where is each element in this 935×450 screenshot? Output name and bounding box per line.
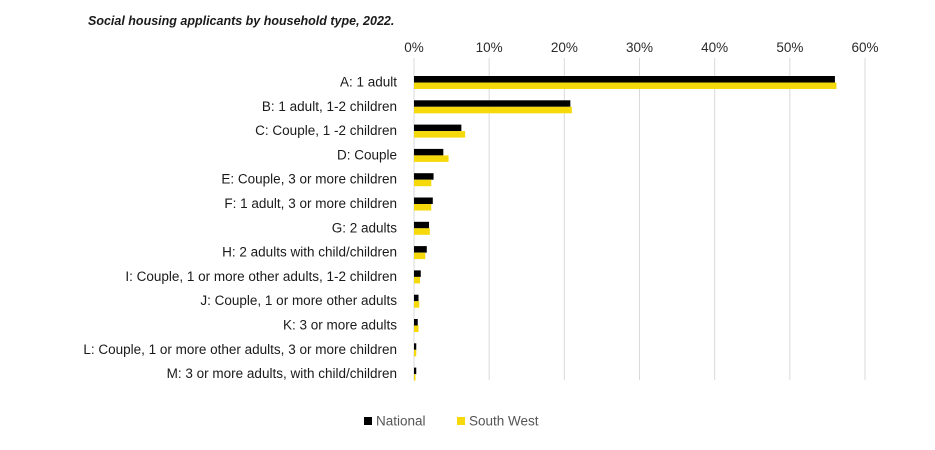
category-label: E: Couple, 3 or more children bbox=[221, 172, 397, 187]
category-labels: A: 1 adult B: 1 adult, 1-2 children C: Cou… bbox=[83, 75, 397, 382]
x-tick-label: 30% bbox=[626, 40, 653, 55]
x-tick-label: 40% bbox=[701, 40, 728, 55]
legend-label-national: National bbox=[376, 414, 426, 429]
bar-national bbox=[414, 124, 462, 132]
legend-swatch-south-west bbox=[457, 417, 465, 425]
bar-national bbox=[414, 343, 417, 350]
bar-south-west bbox=[414, 374, 416, 381]
x-tick-label: 20% bbox=[551, 40, 578, 55]
category-label: C: Couple, 1 -2 children bbox=[255, 123, 397, 138]
bar-national bbox=[414, 197, 433, 204]
legend-swatch-national bbox=[364, 417, 372, 425]
bar-national bbox=[414, 148, 444, 156]
bar-national bbox=[414, 270, 421, 277]
legend: National South West bbox=[364, 414, 539, 429]
bar-national bbox=[414, 367, 417, 375]
category-label: F: 1 adult, 3 or more children bbox=[224, 196, 397, 211]
x-tick-label: 50% bbox=[776, 40, 803, 55]
legend-label-south-west: South West bbox=[469, 414, 539, 429]
category-label: H: 2 adults with child/children bbox=[222, 245, 397, 260]
x-tick-label: 60% bbox=[851, 40, 878, 55]
bar-south-west bbox=[414, 301, 420, 308]
category-label: G: 2 adults bbox=[332, 220, 398, 235]
bar-national bbox=[414, 173, 434, 180]
x-axis-ticks: 0% 10% 20% 30% 40% 50% 60% bbox=[404, 40, 878, 55]
chart-title: Social housing applicants by household t… bbox=[88, 14, 394, 28]
bar-south-west bbox=[414, 155, 449, 162]
x-tick-label: 10% bbox=[476, 40, 503, 55]
bar-national bbox=[414, 221, 430, 229]
category-label: B: 1 adult, 1-2 children bbox=[262, 99, 397, 114]
bar-national bbox=[414, 294, 419, 302]
bar-national bbox=[414, 76, 835, 83]
category-label: L: Couple, 1 or more other adults, 3 or … bbox=[83, 342, 397, 357]
x-tick-label: 0% bbox=[404, 40, 424, 55]
bar-south-west bbox=[414, 325, 419, 332]
bar-national bbox=[414, 319, 418, 326]
bar-south-west bbox=[414, 252, 426, 260]
bar-national bbox=[414, 100, 571, 107]
category-label: J: Couple, 1 or more other adults bbox=[200, 293, 397, 308]
bar-south-west bbox=[414, 204, 432, 211]
bar-national bbox=[414, 246, 427, 253]
category-label: D: Couple bbox=[337, 147, 397, 162]
category-label: A: 1 adult bbox=[340, 75, 397, 90]
category-label: K: 3 or more adults bbox=[283, 318, 397, 333]
bar-south-west bbox=[414, 228, 430, 235]
bar-south-west bbox=[414, 276, 421, 284]
bar-south-west bbox=[414, 106, 572, 114]
bars bbox=[414, 76, 837, 381]
category-label: I: Couple, 1 or more other adults, 1-2 c… bbox=[125, 269, 397, 284]
bar-south-west bbox=[414, 349, 417, 357]
bar-south-west bbox=[414, 82, 837, 89]
category-label: M: 3 or more adults, with child/children bbox=[167, 366, 397, 381]
bar-south-west bbox=[414, 131, 466, 138]
bar-south-west bbox=[414, 179, 432, 187]
